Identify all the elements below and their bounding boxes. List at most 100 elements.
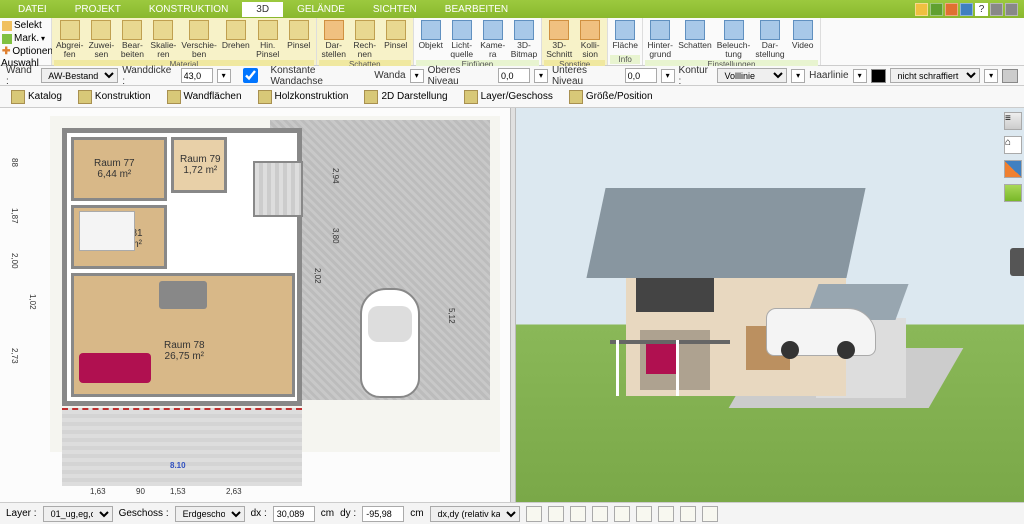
palette-icon[interactable] (1004, 160, 1022, 178)
ribbon-btn-0-6[interactable]: Hin.Pinsel (253, 19, 283, 60)
ribbon-btn-0-0[interactable]: Abgrei-fen (54, 19, 85, 60)
oberes-input[interactable] (498, 68, 530, 83)
tree-icon[interactable] (1004, 184, 1022, 202)
ribbon-btn-0-3[interactable]: Skalie-ren (148, 19, 178, 60)
ribbon-btn-3-0[interactable]: 3D-Schnitt (544, 19, 574, 60)
status-icon-6[interactable] (636, 506, 652, 522)
geschoss-select[interactable]: Erdgeschos (175, 506, 245, 522)
util-icon-3[interactable] (945, 3, 958, 16)
tb2-btn-6[interactable]: Größe/Position (562, 87, 660, 107)
status-icon-8[interactable] (680, 506, 696, 522)
tb2-btn-3[interactable]: Holzkonstruktion (251, 87, 356, 107)
util-icon-2[interactable] (930, 3, 943, 16)
optionen-button[interactable]: ✚Optionen (1, 45, 50, 58)
ribbon-btn-5-1[interactable]: Schatten (676, 19, 714, 60)
ribbon-btn-1-1[interactable]: Rech-nen (350, 19, 380, 60)
util-icon-1[interactable] (915, 3, 928, 16)
room-79[interactable]: Raum 791,72 m² (171, 137, 227, 193)
ribbon-btn-3-1[interactable]: Kolli-sion (575, 19, 605, 60)
car-3d[interactable] (766, 308, 876, 356)
ribbon-btn-2-1[interactable]: Licht-quelle (447, 19, 477, 60)
haar-chev[interactable]: ▾ (853, 69, 867, 83)
ribbon-btn-0-1[interactable]: Zuwei-sen (86, 19, 116, 60)
wandachse-check[interactable] (235, 68, 267, 83)
menu-projekt[interactable]: PROJEKT (61, 2, 135, 17)
property-bar: Wand : AW-Bestand Wanddicke : ▾ Konstant… (0, 66, 1024, 86)
layers-icon[interactable]: ≡ (1004, 112, 1022, 130)
unteres-chev[interactable]: ▾ (661, 69, 675, 83)
status-icon-2[interactable] (548, 506, 564, 522)
ribbon-btn-2-3[interactable]: 3D-Bitmap (509, 19, 539, 60)
sofa-furniture[interactable] (79, 353, 151, 383)
ribbon-btn-2-2[interactable]: Kame-ra (478, 19, 508, 60)
tb2-label: Layer/Geschoss (481, 91, 553, 102)
dy-input[interactable] (362, 506, 404, 522)
pane-2d-floorplan[interactable]: Raum 776,44 m² Raum 791,72 m² Raum 8110,… (0, 108, 510, 502)
ribbon-btn-0-7[interactable]: Pinsel (284, 19, 314, 60)
room-77[interactable]: Raum 776,44 m² (71, 137, 167, 201)
car-2d[interactable] (360, 288, 420, 398)
ribbon-btn-5-4[interactable]: Video (788, 19, 818, 60)
ribbon-btn-4-0[interactable]: Fläche (610, 19, 640, 55)
ribbon-btn-5-0[interactable]: Hinter-grund (645, 19, 675, 60)
panel-collapse-handle[interactable] (1010, 248, 1024, 276)
selekt-button[interactable]: Selekt (1, 19, 50, 32)
pane-3d-render[interactable]: ≡ ⌂ (516, 108, 1024, 502)
status-icon-1[interactable] (526, 506, 542, 522)
staircase[interactable] (253, 161, 303, 217)
ribbon-btn-0-4[interactable]: Verschie-ben (179, 19, 218, 60)
color-swatch-black[interactable] (871, 69, 887, 83)
tb2-btn-2[interactable]: Wandflächen (160, 87, 249, 107)
menu-datei[interactable]: DATEI (4, 2, 61, 17)
wanddicke-stepper[interactable]: ▾ (217, 69, 231, 83)
armchair[interactable] (159, 281, 207, 309)
wand-select[interactable]: AW-Bestand (41, 68, 118, 83)
kontur-select[interactable]: Volllinie (717, 68, 787, 83)
wanddicke-input[interactable] (181, 68, 213, 83)
status-icon-5[interactable] (614, 506, 630, 522)
unteres-input[interactable] (625, 68, 657, 83)
oberes-chev[interactable]: ▾ (534, 69, 548, 83)
mark-button[interactable]: Mark.▾ (1, 32, 50, 45)
kontur-chev[interactable]: ▾ (791, 69, 805, 83)
bed-furniture[interactable] (79, 211, 135, 251)
ribbon-btn-1-0[interactable]: Dar-stellen (319, 19, 349, 60)
schraffur-chev[interactable]: ▾ (984, 69, 998, 83)
util-icon-5[interactable] (990, 3, 1003, 16)
ribbon-btn-1-2[interactable]: Pinsel (381, 19, 411, 60)
coord-mode-select[interactable]: dx,dy (relativ kart.) (430, 506, 520, 522)
ribbon-btn-0-5[interactable]: Drehen (220, 19, 252, 60)
ribbon-label: 3D-Schnitt (546, 41, 572, 59)
house-icon[interactable]: ⌂ (1004, 136, 1022, 154)
schraffur-select[interactable]: nicht schraffiert (890, 68, 980, 83)
status-icon-9[interactable] (702, 506, 718, 522)
tb2-btn-0[interactable]: Katalog (4, 87, 69, 107)
workspace: Raum 776,44 m² Raum 791,72 m² Raum 8110,… (0, 108, 1024, 502)
layer-select[interactable]: 01_ug,eg,og (43, 506, 113, 522)
util-icon-4[interactable] (960, 3, 973, 16)
menu-konstruktion[interactable]: KONSTRUKTION (135, 2, 242, 17)
menu-sichten[interactable]: SICHTEN (359, 2, 431, 17)
util-icon-6[interactable] (1005, 3, 1018, 16)
ribbon-btn-2-0[interactable]: Objekt (416, 19, 446, 60)
tb2-btn-1[interactable]: Konstruktion (71, 87, 158, 107)
status-icon-3[interactable] (570, 506, 586, 522)
status-icon-7[interactable] (658, 506, 674, 522)
menu-bearbeiten[interactable]: BEARBEITEN (431, 2, 522, 17)
dx-input[interactable] (273, 506, 315, 522)
ribbon-icon (685, 20, 705, 40)
ribbon-btn-0-2[interactable]: Bear-beiten (117, 19, 147, 60)
tb2-btn-4[interactable]: 2D Darstellung (357, 87, 454, 107)
ribbon-label: Kame-ra (480, 41, 505, 59)
help-icon[interactable]: ? (975, 3, 988, 16)
ribbon-icon (793, 20, 813, 40)
ribbon-btn-5-2[interactable]: Beleuch-tung (715, 19, 753, 60)
ribbon-btn-5-3[interactable]: Dar-stellung (753, 19, 786, 60)
menu-3d[interactable]: 3D (242, 2, 283, 17)
color-swatch-grey[interactable] (1002, 69, 1018, 83)
status-icon-4[interactable] (592, 506, 608, 522)
ribbon-group-einfügen: ObjektLicht-quelleKame-ra3D-BitmapEinfüg… (414, 18, 542, 65)
tb2-btn-5[interactable]: Layer/Geschoss (457, 87, 560, 107)
wanda-chev[interactable]: ▾ (410, 69, 424, 83)
menu-gelaende[interactable]: GELÄNDE (283, 2, 359, 17)
